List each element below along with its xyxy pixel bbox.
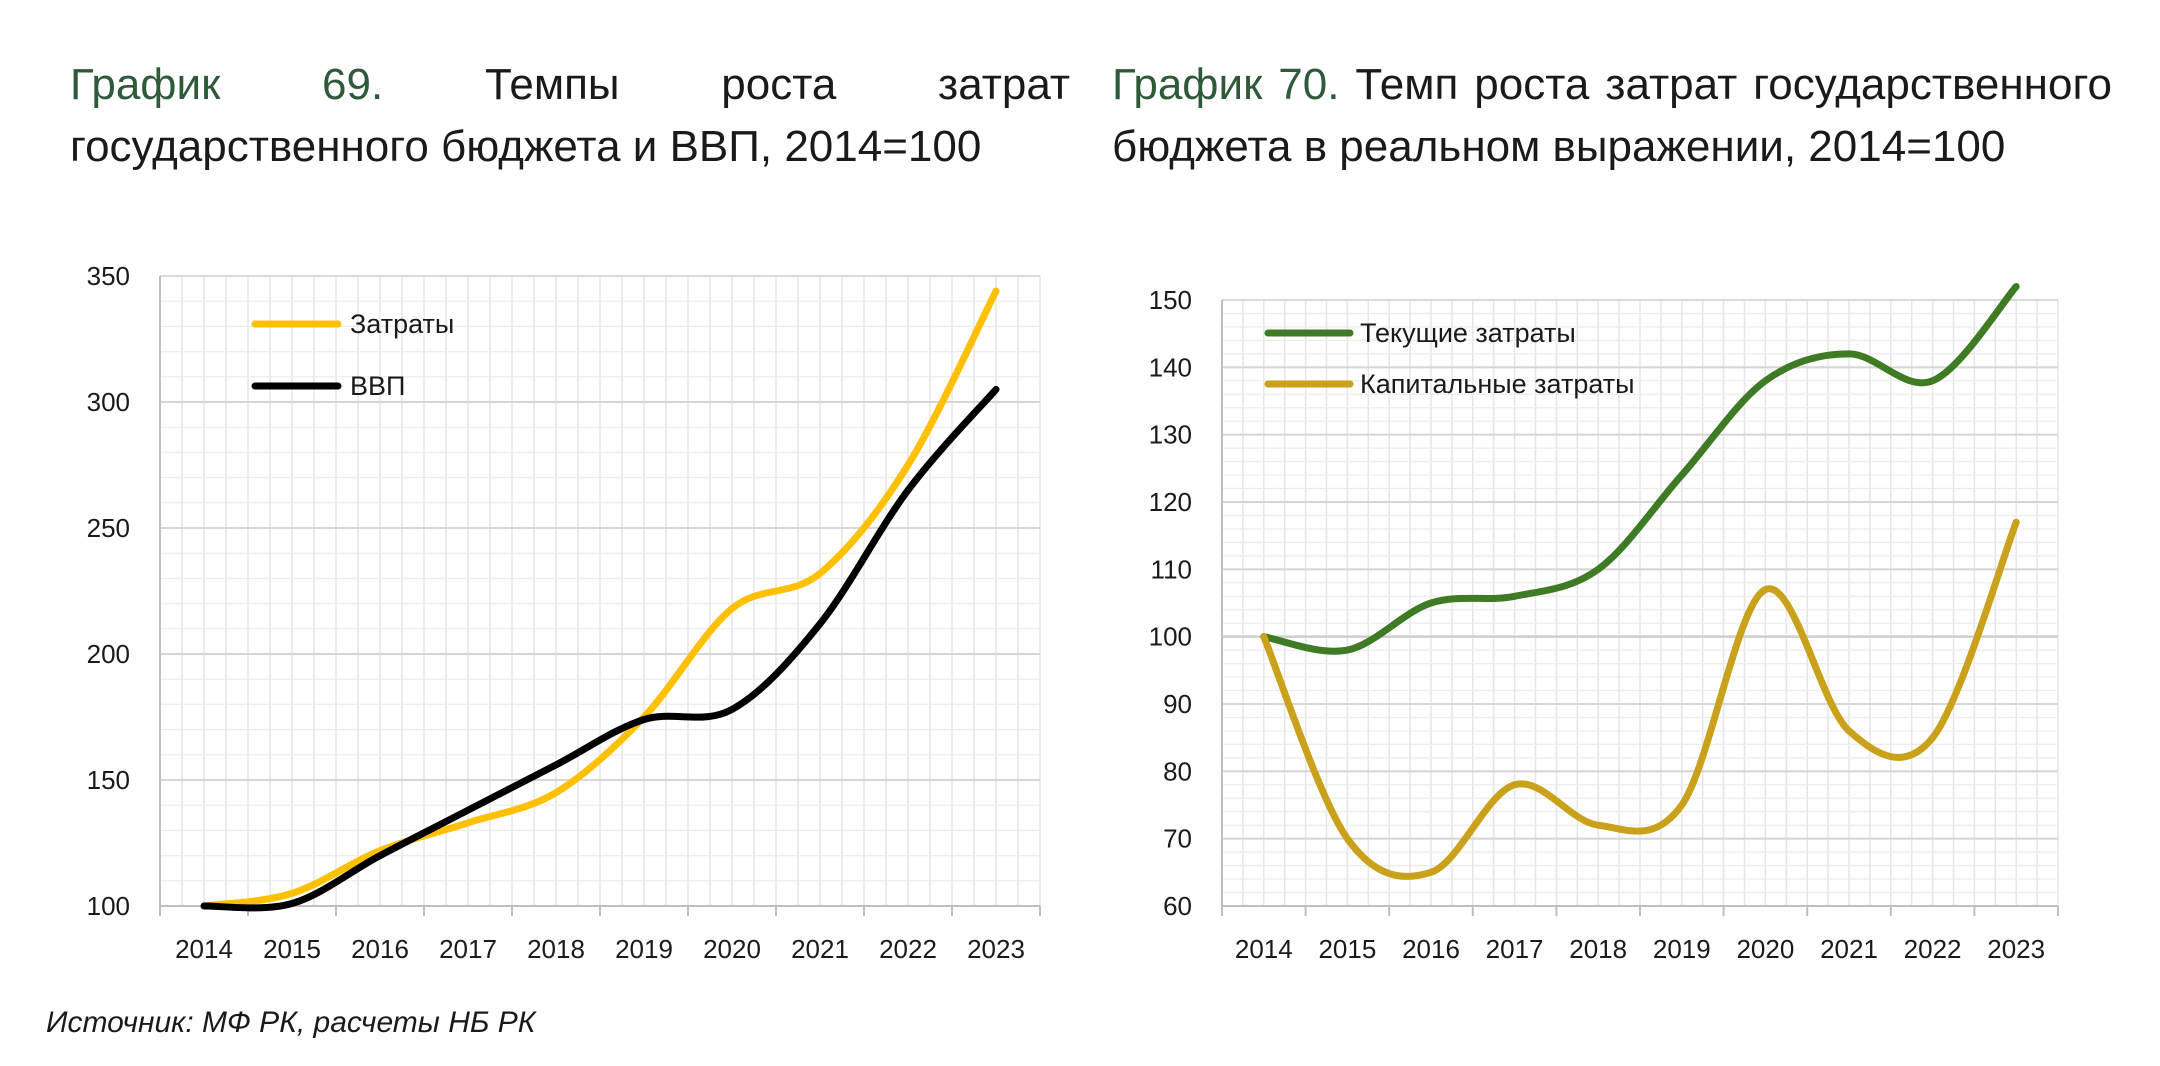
y-tick-label: 150 — [1149, 285, 1192, 315]
y-tick-label: 350 — [87, 261, 130, 291]
x-tick-label: 2014 — [175, 934, 233, 964]
x-tick-label: 2021 — [791, 934, 849, 964]
x-tick-label: 2022 — [1904, 934, 1962, 964]
x-tick-label: 2016 — [1402, 934, 1460, 964]
chart-title-left: График 69. Темпы роста затрат государств… — [70, 54, 1070, 178]
y-tick-label: 110 — [1151, 554, 1192, 584]
x-tick-label: 2023 — [967, 934, 1025, 964]
y-tick-label: 100 — [87, 891, 130, 921]
x-tick-label: 2020 — [703, 934, 761, 964]
chart-title-number-right: График 70. — [1112, 60, 1340, 109]
series-line-left-1 — [200, 385, 1000, 912]
x-tick-label: 2018 — [527, 934, 585, 964]
x-tick-label: 2016 — [351, 934, 409, 964]
y-tick-label: 250 — [87, 513, 130, 543]
y-tick-label: 200 — [87, 639, 130, 669]
y-tick-label: 90 — [1163, 689, 1192, 719]
series-line-right-1 — [1260, 518, 2020, 880]
y-tick-label: 100 — [1149, 622, 1192, 652]
gridlines-right — [1221, 299, 2059, 907]
legend-label: Затраты — [350, 309, 454, 339]
x-tick-label: 2020 — [1736, 934, 1794, 964]
chart-title-number-left: График 69. — [70, 60, 384, 109]
y-tick-label: 80 — [1163, 756, 1192, 786]
y-tick-label: 130 — [1149, 420, 1192, 450]
x-tick-label: 2023 — [1987, 934, 2045, 964]
y-tick-label: 60 — [1163, 891, 1192, 921]
x-tick-label: 2017 — [1486, 934, 1544, 964]
chart-title-right: График 70. Темп роста затрат государстве… — [1112, 54, 2112, 178]
x-tick-label: 2015 — [1318, 934, 1376, 964]
y-tick-label: 120 — [1149, 487, 1192, 517]
chart-title-text-right: Темп роста затрат государственного бюдже… — [1112, 60, 2112, 171]
chart-title-text-left: Темпы роста затрат государственного бюдж… — [70, 60, 1070, 171]
series-line-right-0 — [1260, 283, 2020, 655]
x-tick-label: 2019 — [615, 934, 673, 964]
legend-label: Капитальные затраты — [1360, 369, 1635, 399]
y-tick-label: 150 — [87, 765, 130, 795]
x-tick-label: 2014 — [1235, 934, 1293, 964]
x-tick-label: 2015 — [263, 934, 321, 964]
x-tick-label: 2018 — [1569, 934, 1627, 964]
source-note: Источник: МФ РК, расчеты НБ РК — [46, 1006, 536, 1039]
y-tick-label: 300 — [87, 387, 130, 417]
legend-label: Текущие затраты — [1360, 318, 1576, 348]
y-tick-label: 70 — [1163, 824, 1192, 854]
legend-label: ВВП — [350, 371, 405, 401]
x-tick-label: 2022 — [879, 934, 937, 964]
x-tick-label: 2017 — [439, 934, 497, 964]
x-tick-label: 2021 — [1820, 934, 1878, 964]
x-tick-label: 2019 — [1653, 934, 1711, 964]
y-tick-label: 140 — [1149, 352, 1192, 382]
